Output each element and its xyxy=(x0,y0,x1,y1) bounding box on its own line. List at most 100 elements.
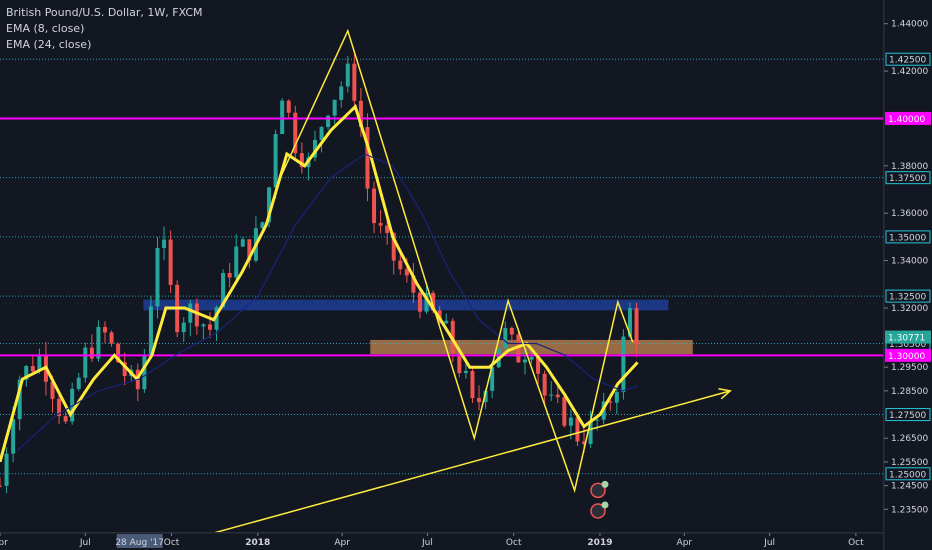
candle-body xyxy=(312,139,317,158)
price-highlight-label: 1.40000 xyxy=(888,115,925,125)
candle-body xyxy=(109,332,114,344)
candle-body xyxy=(431,292,436,311)
arrow-head xyxy=(718,387,732,400)
candle-body xyxy=(536,356,541,374)
candle-body xyxy=(240,239,245,247)
level-label: 1.37500 xyxy=(889,174,926,184)
candle-body xyxy=(280,100,285,135)
x-tick-label: Oct xyxy=(848,538,864,548)
level-label-box xyxy=(885,467,931,481)
x-tick-label: Apr xyxy=(334,538,350,548)
candle-body xyxy=(116,343,121,363)
y-tick-label: 1.25500 xyxy=(891,458,928,468)
y-tick-label: 1.36000 xyxy=(891,209,928,219)
y-tick-label: 1.23500 xyxy=(891,505,928,515)
candle-body xyxy=(194,303,199,327)
candle-body xyxy=(234,246,239,278)
candle-body xyxy=(63,416,68,422)
candle-body xyxy=(221,273,226,308)
time-axis[interactable] xyxy=(0,532,884,550)
candle-body xyxy=(595,419,600,421)
y-tick-label: 1.29500 xyxy=(891,363,928,373)
candle-body xyxy=(457,352,462,374)
candle-body xyxy=(201,324,206,327)
candle-body xyxy=(417,292,422,312)
candle-body xyxy=(621,336,626,393)
ema-fast-legend[interactable]: EMA (8, close) xyxy=(6,22,85,35)
price-axis[interactable] xyxy=(883,0,932,550)
level-label-box xyxy=(885,230,931,244)
candle-body xyxy=(273,134,278,188)
level-label: 1.42500 xyxy=(889,56,926,66)
ema-fast-line xyxy=(0,103,639,463)
y-tick-label: 1.38000 xyxy=(891,162,928,172)
level-label: 1.27500 xyxy=(889,411,926,421)
candle-body xyxy=(562,397,567,426)
candle-body xyxy=(509,327,514,335)
candle-body xyxy=(444,320,449,324)
candle-body xyxy=(588,420,593,444)
ema-slow-legend[interactable]: EMA (24, close) xyxy=(6,38,92,51)
candle-body xyxy=(11,419,16,454)
x-tick-label: Oct xyxy=(506,538,522,548)
level-label: 1.35000 xyxy=(889,233,926,243)
candle-body xyxy=(385,225,390,233)
x-tick-label: Oct xyxy=(164,538,180,548)
candle-body xyxy=(286,100,291,113)
y-tick-label: 1.32000 xyxy=(891,304,928,314)
chart-legend: British Pound/U.S. Dollar, 1W, FXCM EMA … xyxy=(6,5,203,53)
event-marker-icon xyxy=(590,482,606,499)
candle-body xyxy=(96,326,101,359)
candle-body xyxy=(50,381,55,399)
candle-body xyxy=(247,239,252,261)
candle-body xyxy=(4,453,9,486)
candle-body xyxy=(358,100,363,128)
x-tick-label: Jul xyxy=(421,538,433,548)
candle-body xyxy=(568,417,573,426)
symbol-title[interactable]: British Pound/U.S. Dollar, 1W, FXCM xyxy=(6,6,203,19)
resistance-zone xyxy=(143,299,669,311)
candle-body xyxy=(30,366,35,372)
y-tick-label: 1.44000 xyxy=(891,20,928,30)
y-tick-label: 1.28500 xyxy=(891,387,928,397)
zigzag-annotation xyxy=(279,28,634,494)
candle-body xyxy=(148,306,153,356)
y-tick-label: 1.24500 xyxy=(891,482,928,492)
candle-body xyxy=(549,394,554,396)
candle-body xyxy=(391,232,396,261)
time-axis-background xyxy=(0,533,884,550)
candle-body xyxy=(483,390,488,403)
x-tick-label: Jul xyxy=(79,538,91,548)
y-tick-label: 1.26500 xyxy=(891,434,928,444)
candle-body xyxy=(76,377,81,389)
candle-body xyxy=(470,370,475,399)
candle-body xyxy=(627,308,632,337)
x-tick-label: 2018 xyxy=(245,538,270,548)
candle-body xyxy=(477,398,482,403)
price-axis-background xyxy=(884,0,932,550)
level-label: 1.32500 xyxy=(889,293,926,303)
candle-body xyxy=(122,362,127,377)
candle-body xyxy=(575,417,580,442)
candle-body xyxy=(299,153,304,168)
candle-body xyxy=(555,394,560,398)
candle-body xyxy=(260,222,265,229)
candle-body xyxy=(352,63,357,101)
candle-body xyxy=(522,359,527,363)
crosshair-date-box xyxy=(116,534,163,548)
candle-body xyxy=(89,347,94,359)
candle-body xyxy=(378,223,383,226)
candle-body xyxy=(634,308,639,345)
price-highlight-label: 1.30000 xyxy=(888,352,925,362)
candle-body xyxy=(37,355,42,372)
candle-body xyxy=(516,334,521,363)
candle-body xyxy=(293,112,298,154)
price-highlight-box xyxy=(885,111,931,125)
crosshair-date-label: 28 Aug '17 xyxy=(115,538,164,548)
y-tick-label: 1.42000 xyxy=(891,67,928,77)
candle-body xyxy=(155,247,160,307)
candle-body xyxy=(168,239,173,285)
level-label-box xyxy=(885,408,931,422)
